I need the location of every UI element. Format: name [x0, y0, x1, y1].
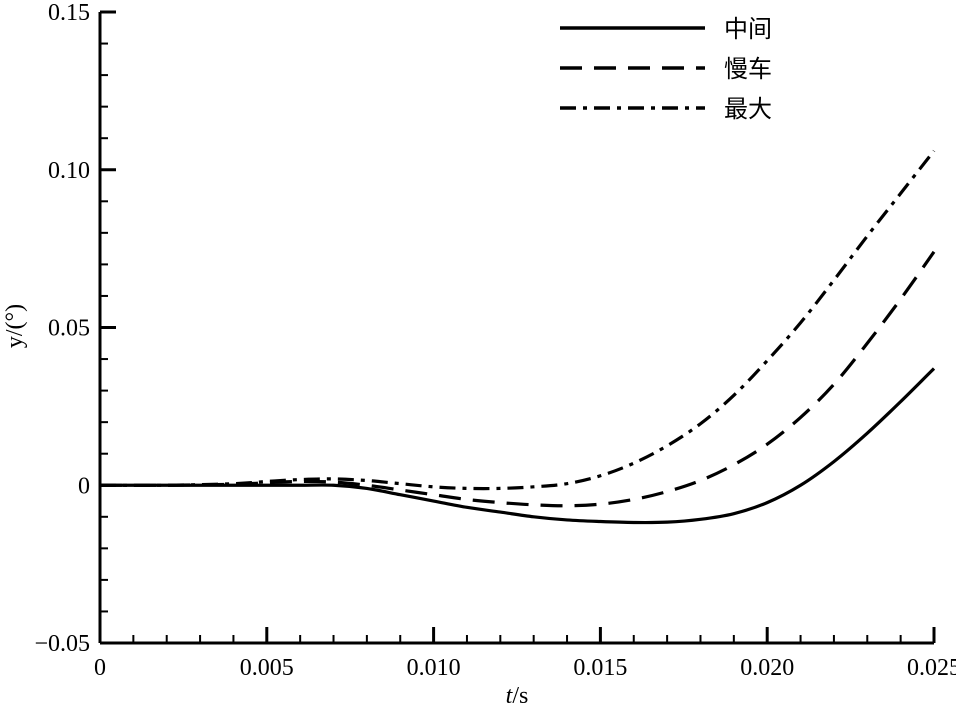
x-tick-label: 0.010	[407, 655, 461, 681]
x-axis-ticks: 0 0.005 0.010 0.015 0.020 0.025	[94, 627, 956, 681]
y-tick-label: 0	[78, 473, 90, 499]
y-tick-label: 0.15	[48, 0, 90, 26]
y-tick-label: 0.05	[48, 316, 90, 342]
series-layer	[99, 149, 936, 525]
legend-label-1: 中间	[724, 15, 772, 43]
x-tick-label: 0	[94, 655, 106, 681]
y-axis-ticks: −0.05 0 0.05 0.10 0.15	[34, 0, 116, 657]
y-tick-label: 0.10	[48, 158, 90, 184]
x-tick-label: 0.020	[740, 655, 794, 681]
axes	[98, 12, 934, 645]
x-tick-label: 0.005	[240, 655, 294, 681]
x-tick-label: 0.025	[907, 655, 956, 681]
x-axis-title-unit: /s	[512, 683, 528, 708]
series-line-2	[99, 250, 936, 508]
series-line-1	[99, 367, 936, 525]
x-axis-title-variable: t	[506, 683, 514, 708]
legend-label-2: 慢车	[724, 55, 772, 83]
legend-label-3: 最大	[724, 95, 772, 123]
series-line-3	[99, 149, 936, 491]
x-axis-title: t/s	[506, 683, 529, 708]
y-tick-label: −0.05	[34, 631, 90, 657]
x-tick-label: 0.015	[573, 655, 627, 681]
y-axis-title: y/(°)	[2, 304, 28, 348]
